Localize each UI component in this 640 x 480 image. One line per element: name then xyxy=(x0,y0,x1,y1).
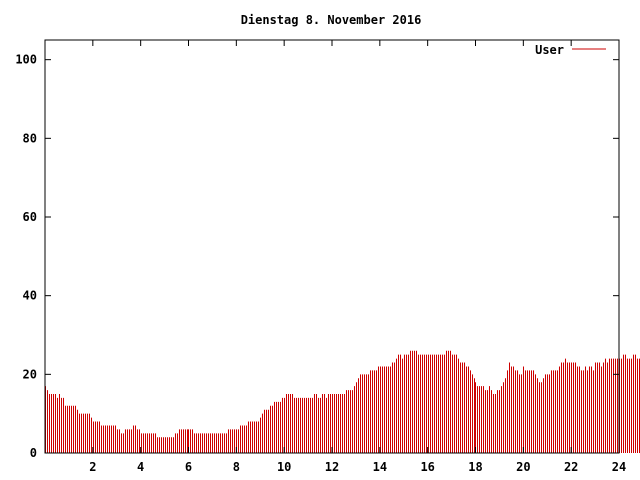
x-axis: 2 4 6 8 10 12 14 16 18 20 22 24 xyxy=(89,40,626,474)
x-tick-label: 12 xyxy=(325,460,339,474)
x-tick-label: 4 xyxy=(137,460,144,474)
x-tick-label: 22 xyxy=(564,460,578,474)
y-tick-label: 100 xyxy=(15,53,37,67)
y-tick-label: 0 xyxy=(30,446,37,460)
x-tick-label: 6 xyxy=(185,460,192,474)
x-tick-label: 16 xyxy=(420,460,434,474)
x-tick-label: 24 xyxy=(612,460,626,474)
legend-label-user: User xyxy=(535,43,564,57)
y-tick-label: 60 xyxy=(23,210,37,224)
y-tick-label: 20 xyxy=(23,367,37,381)
x-tick-label: 10 xyxy=(277,460,291,474)
y-tick-label: 40 xyxy=(23,289,37,303)
chart-title: Dienstag 8. November 2016 xyxy=(241,13,422,27)
legend: User xyxy=(535,43,606,57)
x-tick-label: 2 xyxy=(89,460,96,474)
y-axis: 0 20 40 60 80 100 xyxy=(15,53,619,460)
x-tick-label: 20 xyxy=(516,460,530,474)
bar-series xyxy=(45,350,640,453)
x-tick-label: 14 xyxy=(373,460,387,474)
plot-frame xyxy=(44,39,620,454)
x-tick-label: 8 xyxy=(233,460,240,474)
x-tick-label: 18 xyxy=(468,460,482,474)
y-tick-label: 80 xyxy=(23,131,37,145)
